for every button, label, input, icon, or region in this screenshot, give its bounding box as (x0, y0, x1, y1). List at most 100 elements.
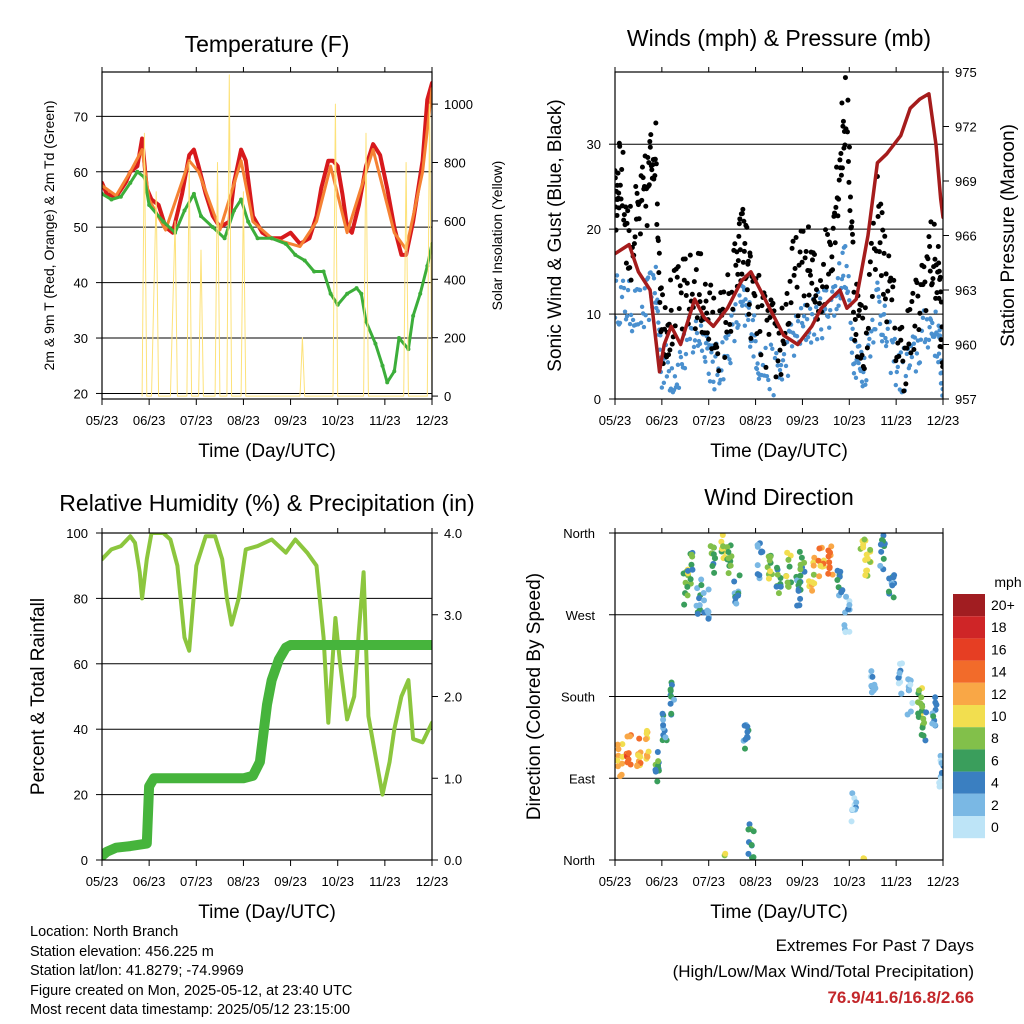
wind-point (890, 340, 895, 345)
wind-point (754, 366, 760, 372)
wind-point (830, 289, 835, 294)
direction-point (843, 593, 850, 600)
direction-point (684, 583, 691, 590)
direction-point (834, 567, 841, 574)
direction-point (810, 562, 817, 569)
wind-point (772, 355, 778, 361)
y-tick-label: West (566, 608, 596, 623)
wind-point (843, 244, 848, 249)
x-tick-label: 11/23 (369, 874, 401, 889)
wind-point (791, 272, 797, 278)
wind-point (627, 321, 633, 327)
wind-point (640, 175, 646, 181)
x-tick-label: 07/23 (180, 413, 213, 428)
wind-point (846, 273, 851, 279)
wind-point (911, 341, 917, 346)
direction-point (636, 735, 643, 742)
wind-point (653, 161, 659, 167)
wind-point (710, 309, 716, 315)
wind-point (669, 341, 675, 347)
wind-point (628, 312, 634, 318)
y-tick-label: 80 (74, 591, 88, 606)
wind-point (842, 75, 848, 81)
wind-point (884, 339, 889, 344)
x-tick-label: 08/23 (739, 413, 772, 428)
direction-point (654, 749, 661, 756)
wind-point (828, 242, 834, 248)
direction-point (652, 766, 659, 773)
y-tick-label: 30 (587, 137, 601, 152)
direction-point (907, 708, 914, 715)
location-text: Location: North Branch (30, 924, 179, 940)
extremes-subtitle: (High/Low/Max Wind/Total Precipitation) (672, 962, 974, 981)
wind-point (620, 149, 626, 155)
wind-point (832, 210, 838, 216)
wind-point (853, 332, 859, 338)
wind-point (708, 282, 714, 288)
wind-point (642, 286, 647, 291)
wind-point (696, 292, 702, 298)
wind-point (864, 345, 870, 351)
wind-point (757, 329, 763, 335)
wind-point (834, 306, 839, 312)
wind-point (615, 175, 618, 181)
direction-point (758, 549, 765, 556)
wind-point (770, 300, 776, 306)
series-point (293, 252, 298, 257)
wind-point (755, 361, 760, 366)
wind-point (691, 279, 697, 285)
series-point (397, 336, 401, 341)
x-tick-label: 10/23 (321, 874, 354, 889)
wind-point (833, 204, 839, 210)
direction-point (797, 572, 804, 579)
direction-point (930, 713, 937, 720)
chart-title: Wind Direction (704, 484, 854, 510)
wind-point (711, 295, 717, 301)
legend-label: 10 (991, 708, 1007, 724)
series-point (364, 319, 368, 324)
wind-point (930, 276, 936, 282)
wind-point (924, 317, 930, 322)
wind-point (660, 292, 666, 298)
wind-point (756, 376, 762, 382)
wind-point (652, 173, 658, 179)
wind-point (940, 393, 943, 398)
wind-point (843, 285, 849, 291)
wind-point (759, 303, 765, 309)
extremes-title: Extremes For Past 7 Days (775, 936, 974, 955)
direction-point (705, 608, 712, 615)
direction-point (797, 566, 804, 573)
x-tick-label: 06/23 (133, 874, 166, 889)
direction-point (668, 710, 675, 717)
wind-point (619, 167, 625, 173)
wind-point (836, 303, 841, 308)
direction-point (773, 583, 780, 590)
legend-label: 18 (991, 619, 1007, 635)
chart-title: Relative Humidity (%) & Precipitation (i… (59, 490, 474, 516)
series-line (141, 74, 432, 397)
wind-point (748, 335, 754, 341)
direction-point (724, 544, 731, 551)
wind-point (632, 234, 638, 240)
wind-point (847, 208, 853, 214)
direction-point (667, 686, 674, 693)
direction-point (736, 572, 743, 579)
wind-point (938, 289, 943, 295)
direction-point (767, 553, 774, 560)
wind-point (839, 100, 845, 106)
wind-point (638, 320, 644, 325)
y-tick-label: North (563, 853, 595, 868)
wind-point (648, 132, 654, 138)
wind-point (867, 259, 873, 265)
wind-point (845, 289, 851, 294)
wind-point (707, 379, 713, 384)
wind-point (923, 308, 929, 314)
wind-point (643, 313, 648, 318)
direction-point (838, 588, 845, 595)
wind-point (892, 325, 898, 331)
wind-point (721, 377, 726, 382)
wind-point (737, 293, 742, 298)
wind-point (852, 337, 858, 343)
series-point (283, 241, 288, 246)
wind-point (886, 253, 892, 259)
